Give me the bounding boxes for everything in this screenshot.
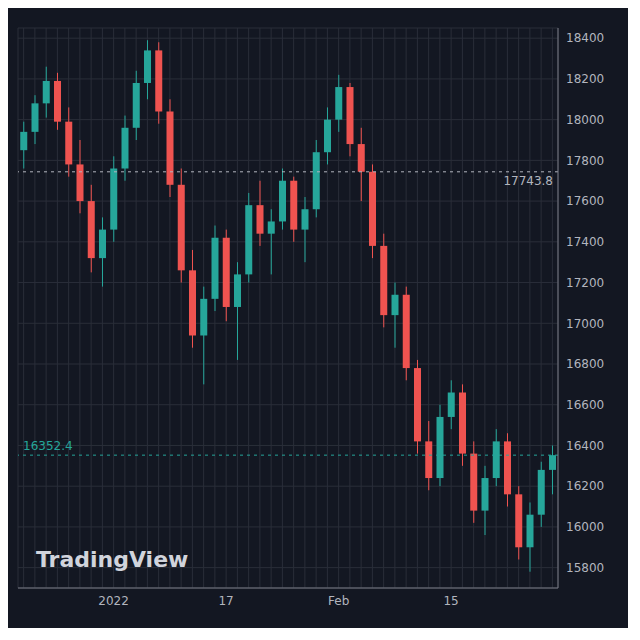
html-text:TradingView: TradingView [36, 547, 189, 572]
svg-text:18200: 18200 [566, 72, 604, 86]
svg-text:16200: 16200 [566, 479, 604, 493]
svg-text:15800: 15800 [566, 561, 604, 575]
svg-text:2022: 2022 [98, 594, 129, 608]
svg-text:17800: 17800 [566, 154, 604, 168]
svg-text:17400: 17400 [566, 235, 604, 249]
svg-text:17600: 17600 [566, 194, 604, 208]
svg-text:18400: 18400 [566, 31, 604, 45]
svg-text:16600: 16600 [566, 398, 604, 412]
svg-text:18000: 18000 [566, 113, 604, 127]
svg-text:Feb: Feb [328, 594, 349, 608]
svg-text:17743.8: 17743.8 [503, 174, 553, 188]
svg-text:17: 17 [218, 594, 233, 608]
svg-text:15: 15 [443, 594, 458, 608]
svg-text:16352.4: 16352.4 [23, 439, 73, 453]
svg-text:16800: 16800 [566, 357, 604, 371]
svg-text:17200: 17200 [566, 276, 604, 290]
svg-text:16400: 16400 [566, 439, 604, 453]
svg-text:16000: 16000 [566, 520, 604, 534]
svg-text:17000: 17000 [566, 317, 604, 331]
